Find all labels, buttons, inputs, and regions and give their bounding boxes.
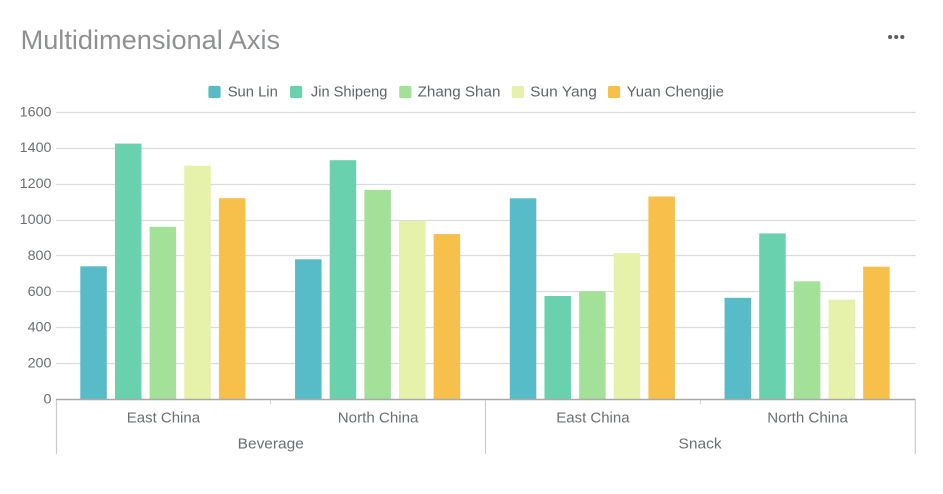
svg-text:East China: East China [556,410,630,427]
svg-text:North China: North China [338,410,419,427]
svg-text:Jin Shipeng: Jin Shipeng [311,84,388,101]
svg-text:North China: North China [767,410,848,427]
svg-text:800: 800 [28,247,52,263]
svg-text:Beverage: Beverage [238,436,304,453]
svg-text:1000: 1000 [20,211,52,227]
svg-text:Snack: Snack [679,436,723,453]
svg-text:1400: 1400 [20,139,52,155]
svg-text:Sun Yang: Sun Yang [530,84,597,101]
svg-text:600: 600 [28,283,52,299]
svg-text:200: 200 [28,355,52,371]
svg-text:Sun Lin: Sun Lin [228,84,278,101]
svg-text:1600: 1600 [20,103,52,119]
svg-text:East China: East China [127,410,201,427]
svg-text:400: 400 [28,319,52,335]
svg-text:Zhang Shan: Zhang Shan [418,84,501,101]
svg-text:Yuan Chengjie: Yuan Chengjie [627,84,724,101]
svg-text:Multidimensional Axis: Multidimensional Axis [21,25,281,55]
svg-text:0: 0 [44,390,52,406]
svg-text:1200: 1200 [20,175,52,191]
